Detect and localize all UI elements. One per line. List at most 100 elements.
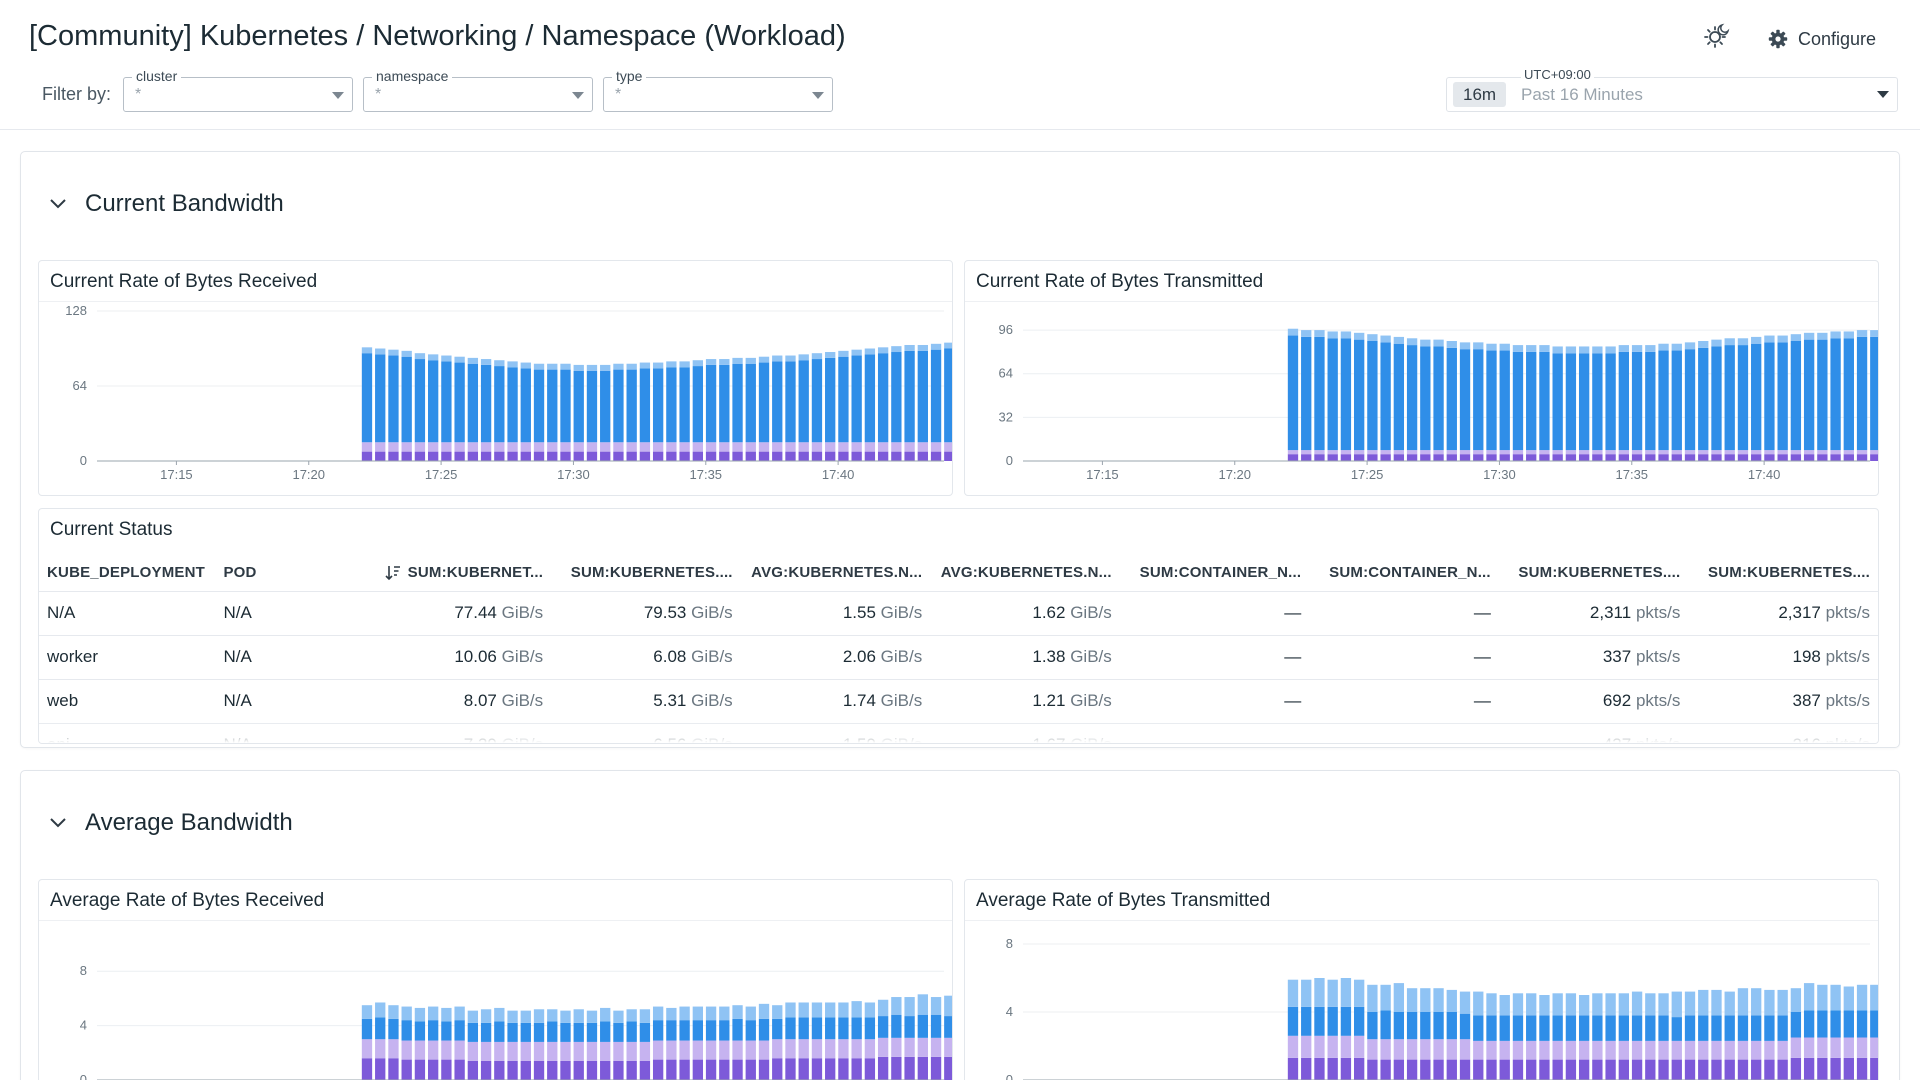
column-header[interactable]: SUM:KUBERNETES.... [1708,564,1870,582]
bar-segment [1380,1059,1391,1080]
bar-segment [467,363,479,443]
type-filter[interactable]: type * [603,68,833,112]
y-tick-label: 128 [65,303,87,318]
bar-segment [1631,991,1643,1016]
bar-segment [1764,989,1775,1016]
bar-segment [666,1040,677,1060]
timezone-label: UTC+09:00 [1521,67,1594,82]
bar-segment [600,1041,611,1061]
time-range-picker[interactable]: 16m Past 16 Minutes [1446,77,1898,112]
bar-segment [745,1006,756,1021]
bar-segment [930,451,942,461]
bar-segment [1830,1010,1841,1038]
bar-segment [1777,342,1788,451]
bar-segment [441,1021,452,1041]
current-transmitted-widget[interactable]: Current Rate of Bytes Transmitted 0 32 64 9… [964,260,1879,496]
bar-segment [1301,1035,1312,1058]
bar-segment [494,360,505,367]
bar-segment [1658,1040,1669,1060]
cell-value: — [1309,634,1499,679]
current-status-widget[interactable]: Current Status KUBE_DEPLOYMENT POD SUM:K… [38,508,1879,744]
current-received-widget[interactable]: Current Rate of Bytes Received 0 64 128 17:… [38,260,953,496]
average-bandwidth-group-header[interactable]: Average Bandwidth [49,809,293,837]
bar-segment [1565,993,1577,1016]
table-row[interactable]: web N/A 8.07 GiB/s 5.31 GiB/s 1.74 GiB/s… [39,678,1878,723]
namespace-filter[interactable]: namespace * [363,68,593,112]
bar-segment [917,350,928,443]
bar-segment [877,1056,889,1080]
y-tick-label: 0 [80,1072,87,1080]
column-header[interactable]: AVG:KUBERNETES.N... [751,564,923,582]
bar-segment [944,451,952,461]
bar-segment [1287,979,1299,1007]
cluster-filter[interactable]: cluster * [123,68,353,112]
bar-segment [679,1020,690,1041]
bar-segment [1843,338,1854,451]
column-header[interactable]: SUM:KUBERNETES.... [570,564,733,582]
column-header[interactable]: AVG:KUBERNETES.N... [940,564,1112,582]
bar-segment [388,355,399,443]
bar-segment [560,1060,571,1080]
average-transmitted-widget[interactable]: Average Rate of Bytes Transmitted 0 4 8 [964,879,1879,1080]
column-header-sorted[interactable]: SUM:KUBERNET... [316,555,551,591]
bar-segment [1764,1040,1775,1060]
unit: pkts/s [1635,603,1681,622]
unit: GiB/s [1070,691,1112,710]
bar-segment [1459,1013,1471,1040]
bar-segment [1724,1059,1735,1080]
bar-segment [494,1021,505,1042]
bar-segment [1724,1040,1735,1060]
theme-toggle-button[interactable] [1700,20,1732,52]
column-header-kube-deployment[interactable]: KUBE_DEPLOYMENT [47,564,206,582]
bar-segment [547,363,558,370]
bar-segment [573,1022,584,1042]
column-header[interactable]: SUM:KUBERNETES.... [1518,564,1681,582]
column-header-pod[interactable]: POD [223,564,257,582]
bar-segment [732,1018,743,1041]
bar-segment [1420,1012,1431,1040]
bar-segment [904,442,915,452]
bar-segment [1512,1040,1524,1060]
bar-segment [1856,450,1868,455]
bar-segment [904,1056,915,1080]
widget-title: Current Rate of Bytes Received [50,271,318,292]
table-row[interactable]: N/A N/A 77.44 GiB/s 79.53 GiB/s 1.55 GiB… [39,590,1878,635]
bar-segment [1327,454,1338,461]
bar-segment [1486,1059,1497,1080]
bar-segment [679,1006,690,1021]
column-header[interactable]: SUM:CONTAINER_N... [1329,564,1491,582]
bar-segment [1486,454,1497,461]
bar-segment [1420,1039,1431,1060]
bar-segment [851,1058,862,1080]
bar-segment [547,1041,558,1061]
bar-segment [1830,338,1841,451]
configure-button[interactable]: Configure [1768,24,1876,54]
cell-value: — [1309,678,1499,723]
bar-segment [811,1058,823,1080]
current-bandwidth-group-header[interactable]: Current Bandwidth [49,190,284,218]
bar-segment [1526,1059,1537,1080]
bar-segment [1645,1059,1656,1080]
bar-segment [1406,1059,1418,1080]
bar-segment [401,1059,412,1080]
column-header[interactable]: SUM:CONTAINER_N... [1139,564,1302,582]
cell-value: 1.21 GiB/s [930,678,1120,723]
bar-segment [1671,1040,1682,1060]
bar-segment [533,1041,545,1061]
group-title: Average Bandwidth [85,809,293,836]
bar-segment [1684,342,1696,350]
cell-value: 5.31 GiB/s [551,678,741,723]
bar-segment [705,359,717,365]
bar-segment [1645,1015,1656,1041]
average-received-chart: 0 4 8 [80,963,952,1080]
bar-segment [1552,1040,1563,1060]
filter-by-label: Filter by: [42,84,112,104]
bar-segment [652,1040,664,1060]
average-received-widget[interactable]: Average Rate of Bytes Received 0 4 8 [38,879,953,1080]
bar-segment [944,1016,952,1038]
bar-segment [930,997,942,1015]
bar-segment [639,1041,651,1061]
table-row[interactable]: worker N/A 10.06 GiB/s 6.08 GiB/s 2.06 G… [39,634,1878,679]
bar-segment [1340,338,1352,451]
bar-segment [361,442,373,452]
